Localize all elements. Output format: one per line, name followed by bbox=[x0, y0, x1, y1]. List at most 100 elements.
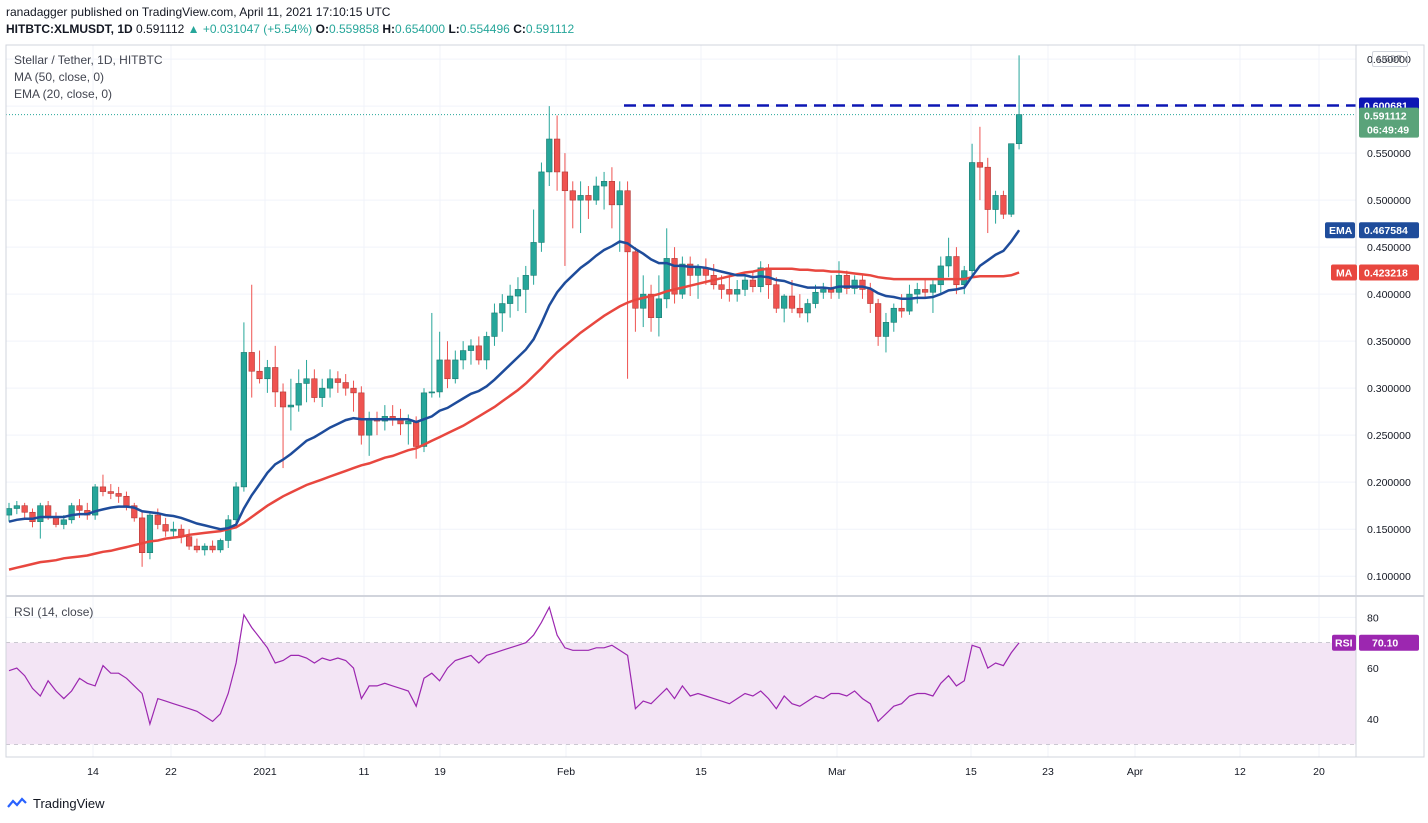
candle bbox=[694, 267, 702, 276]
candle bbox=[499, 303, 506, 314]
candle bbox=[1008, 143, 1015, 215]
countdown-label: 06:49:49 bbox=[1367, 125, 1409, 137]
candle bbox=[76, 505, 83, 511]
candle bbox=[875, 303, 882, 337]
candle bbox=[679, 263, 686, 295]
candle bbox=[92, 486, 99, 516]
candle bbox=[851, 279, 858, 289]
ema-value-tag bbox=[1359, 222, 1419, 239]
candle bbox=[162, 524, 169, 532]
candle bbox=[201, 545, 208, 551]
candle bbox=[483, 336, 490, 361]
candle bbox=[514, 289, 522, 297]
candles bbox=[5, 55, 1023, 567]
candle bbox=[796, 307, 803, 314]
ma-value-label: 0.423218 bbox=[1364, 268, 1408, 280]
price-tick-label: 0.500000 bbox=[1367, 195, 1411, 207]
rsi-legend: RSI (14, close) bbox=[14, 605, 94, 619]
candle bbox=[608, 181, 616, 206]
rsi-name-label: RSI bbox=[1335, 638, 1353, 650]
candle bbox=[976, 162, 984, 168]
candle bbox=[922, 289, 929, 293]
candle bbox=[279, 391, 287, 408]
candle bbox=[968, 162, 976, 271]
time-tick-label: 12 bbox=[1234, 766, 1246, 778]
candle bbox=[107, 491, 114, 494]
candle bbox=[248, 352, 255, 372]
time-tick-label: Apr bbox=[1127, 766, 1144, 778]
candle bbox=[788, 295, 796, 309]
currency-button[interactable]: USDT bbox=[1372, 51, 1408, 67]
candle bbox=[640, 293, 647, 309]
candle bbox=[21, 505, 28, 513]
candle bbox=[843, 275, 850, 289]
open-label: O: bbox=[315, 22, 329, 36]
ema-value-label: 0.467584 bbox=[1364, 225, 1408, 237]
tradingview-logo-icon bbox=[7, 796, 27, 808]
last-price: 0.591112 bbox=[136, 22, 185, 36]
candle bbox=[311, 378, 318, 398]
candle bbox=[342, 382, 349, 389]
candle bbox=[953, 256, 960, 286]
candle bbox=[741, 279, 749, 290]
candle bbox=[460, 350, 467, 361]
high-label: H: bbox=[382, 22, 396, 36]
open-value: 0.559858 bbox=[328, 22, 380, 36]
ma-legend: MA (50, close, 0) bbox=[14, 70, 105, 84]
candle bbox=[358, 392, 365, 436]
candle bbox=[436, 359, 443, 393]
time-tick-label: Mar bbox=[828, 766, 847, 778]
time-tick-label: 15 bbox=[695, 766, 707, 778]
time-tick-label: 23 bbox=[1042, 766, 1054, 778]
symbol-label: HITBTC:XLMUSDT, 1D bbox=[6, 22, 133, 36]
candle bbox=[428, 391, 435, 394]
rsi-value-tag bbox=[1359, 634, 1419, 651]
candle bbox=[366, 417, 373, 436]
price-tick-label: 0.300000 bbox=[1367, 383, 1411, 395]
candle bbox=[546, 138, 553, 173]
candle bbox=[647, 293, 655, 318]
candle bbox=[1000, 195, 1007, 215]
rsi-line bbox=[8, 605, 1020, 727]
candle bbox=[444, 359, 451, 380]
candle bbox=[906, 293, 913, 312]
candle bbox=[5, 508, 13, 516]
candle bbox=[60, 519, 67, 525]
candle bbox=[295, 383, 302, 406]
candle bbox=[491, 312, 498, 337]
close-value: 0.591112 bbox=[525, 22, 575, 36]
candle bbox=[655, 298, 662, 318]
candle bbox=[37, 505, 44, 522]
candle bbox=[139, 517, 146, 553]
low-label: L: bbox=[448, 22, 460, 36]
high-value: 0.654000 bbox=[395, 22, 446, 36]
candle bbox=[350, 387, 357, 394]
candle bbox=[992, 195, 999, 210]
candle bbox=[68, 505, 75, 521]
candle bbox=[264, 367, 271, 380]
candle bbox=[781, 295, 788, 309]
candle bbox=[123, 495, 130, 506]
ema-name-label: EMA bbox=[1329, 225, 1353, 237]
candle bbox=[553, 138, 561, 173]
ohlc-line: HITBTC:XLMUSDT, 1D 0.591112 ▲ +0.031047 … bbox=[6, 22, 574, 36]
candle bbox=[984, 166, 991, 210]
candle bbox=[812, 291, 819, 304]
low-value: 0.554496 bbox=[459, 22, 510, 36]
ema-name-tag bbox=[1325, 222, 1355, 239]
time-tick-label: 19 bbox=[434, 766, 446, 778]
candle bbox=[240, 352, 248, 488]
candle bbox=[569, 190, 576, 201]
candle bbox=[882, 322, 890, 337]
candle bbox=[632, 251, 639, 309]
ma-value-tag bbox=[1359, 264, 1419, 281]
tradingview-footer[interactable]: TradingView bbox=[6, 796, 105, 811]
time-tick-label: 15 bbox=[965, 766, 977, 778]
candle bbox=[319, 387, 326, 398]
price-tick-label: 0.250000 bbox=[1367, 430, 1411, 442]
time-tick-label: 22 bbox=[165, 766, 177, 778]
candle bbox=[734, 289, 741, 295]
candle bbox=[561, 171, 569, 192]
